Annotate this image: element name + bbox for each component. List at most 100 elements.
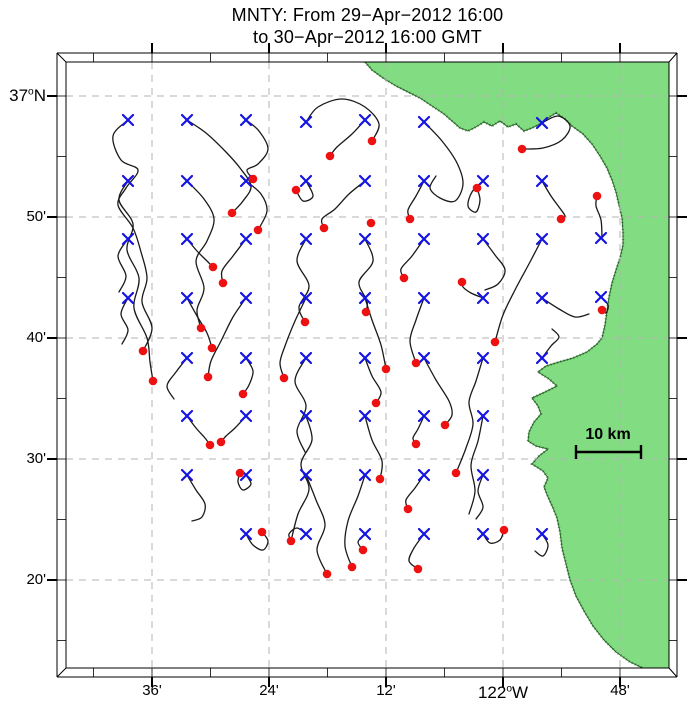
start-marker-x [476,468,490,482]
start-marker-x [299,351,313,365]
start-marker-x [299,527,313,541]
trajectory-path [279,297,307,379]
start-marker-x [239,351,253,365]
y-tick-label: 37oN [9,86,46,105]
x-tick-label: 48' [610,682,630,699]
end-marker-dot [227,208,237,218]
end-marker-dot [248,174,258,184]
trajectory-path [320,180,366,229]
end-marker-dot [347,562,357,572]
end-marker-dot [196,323,206,333]
start-marker-x [180,232,194,246]
trajectory-path [364,415,383,480]
start-marker-x [417,527,431,541]
end-marker-dot [203,372,213,382]
start-marker-x [358,351,372,365]
start-marker-x [535,527,549,541]
trajectory-path [245,531,269,551]
start-marker-x [358,527,372,541]
trajectory-path [482,238,506,291]
end-marker-dot [556,214,566,224]
end-marker-dot [207,343,217,353]
trajectory-path [118,180,154,382]
start-marker-x [417,351,431,365]
end-marker-dot [597,305,607,315]
scale-bar-label: 10 km [585,426,631,443]
trajectory-path [400,238,425,279]
trajectory-path [186,119,252,214]
end-marker-dot [138,346,148,356]
x-tick-label: 122oW [477,683,529,702]
start-marker-x [358,232,372,246]
end-marker-dot [253,225,263,235]
trajectory-path [521,115,571,150]
end-marker-dot [325,151,335,161]
end-marker-dot [472,183,482,193]
end-marker-dot [300,317,310,327]
trajectory-path [541,297,590,318]
y-tick-label: 40' [26,329,46,346]
start-marker-x [358,291,372,305]
trajectory-path [407,180,425,220]
end-marker-dot [381,364,391,374]
trajectory-path [245,180,268,231]
trajectory-path [186,474,206,522]
trajectory-path [305,98,380,142]
end-marker-dot [405,214,415,224]
start-marker-x [476,232,490,246]
land-polygon [365,62,669,668]
trajectory-path [120,297,129,345]
start-marker-x [476,174,490,188]
y-tick-label: 30' [26,450,46,467]
end-marker-dot [451,468,461,478]
trajectory-path [329,119,366,157]
start-marker-x [299,115,313,129]
trajectory-path [408,533,425,570]
x-tick-label: 24' [259,682,279,699]
end-marker-dot [366,218,376,228]
end-marker-dot [216,437,226,447]
trajectory-path [541,180,566,220]
start-marker-x [358,113,372,127]
end-marker-dot [291,185,301,195]
end-marker-dot [235,468,245,478]
trajectory-path [220,238,247,284]
end-marker-dot [319,223,329,233]
start-marker-x [476,409,490,423]
start-marker-x [180,174,194,188]
trajectory-path [294,357,307,453]
trajectory-path [475,474,484,520]
end-marker-dot [367,136,377,146]
end-marker-dot [411,439,421,449]
end-marker-dot [361,307,371,317]
start-marker-x [121,232,135,246]
end-marker-dot [322,569,332,579]
start-marker-x [417,409,431,423]
end-marker-dot [403,504,413,514]
trajectory-path [467,180,484,213]
end-marker-dot [592,191,602,201]
start-marker-x [358,468,372,482]
end-marker-dot [148,376,158,386]
start-marker-x [180,468,194,482]
start-marker-x [299,174,313,188]
trajectory-path [305,474,328,575]
trajectory-path [364,357,382,404]
start-marker-x [121,113,135,127]
frame-corner-bevel [56,667,67,678]
start-marker-x [239,232,253,246]
start-marker-x [299,291,313,305]
end-marker-dot [399,273,409,283]
trajectory-path [405,474,425,510]
start-marker-x [299,468,313,482]
x-tick-label: 12' [376,682,396,699]
start-marker-x [476,291,490,305]
y-tick-label: 50' [26,208,46,225]
start-marker-x [476,351,490,365]
end-marker-dot [218,278,228,288]
trajectory-path [494,238,543,343]
trajectory-path [117,238,129,293]
start-marker-x [535,351,549,365]
trajectory-path [166,357,188,400]
